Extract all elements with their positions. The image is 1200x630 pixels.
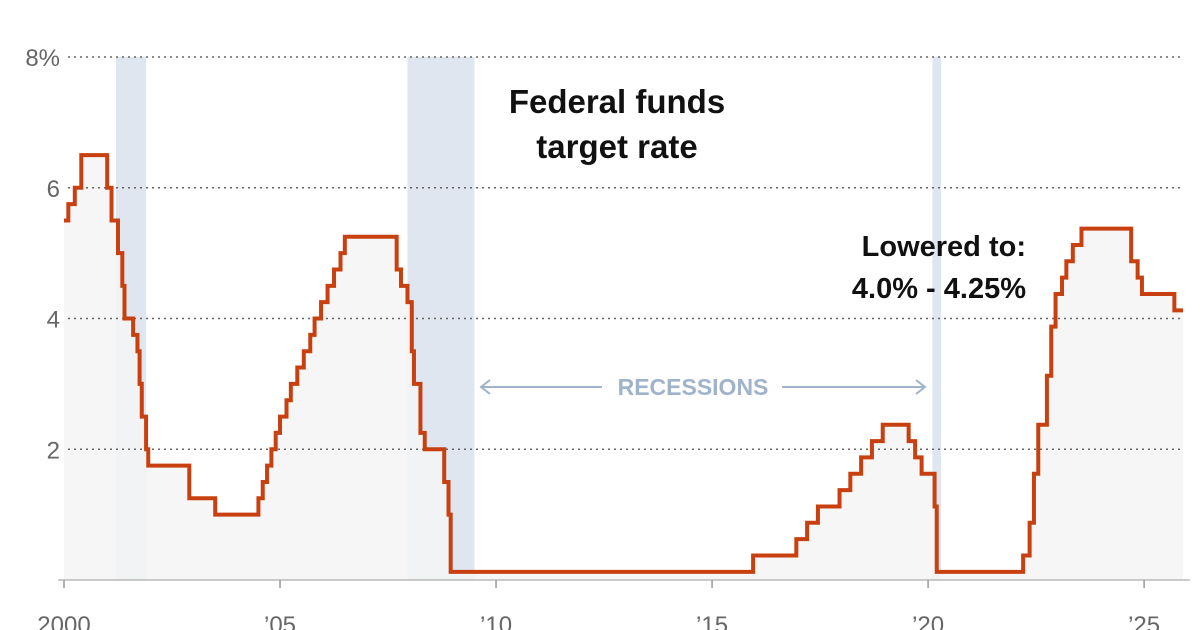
y-axis-tick-labels: 2 4 6 8% <box>25 45 60 464</box>
recession-bands <box>115 57 942 580</box>
recession-band-3 <box>932 57 942 580</box>
x-tick-label: ’05 <box>264 612 296 630</box>
rate-line <box>64 153 1183 574</box>
y-tick-label: 6 <box>47 176 60 203</box>
x-tick-label: ’25 <box>1128 612 1160 630</box>
arrow-right-icon <box>915 379 927 395</box>
x-tick-label: 2000 <box>37 612 90 630</box>
y-tick-label: 4 <box>47 307 60 334</box>
chart-title-line-1: Federal funds <box>509 83 725 120</box>
annotation-line-1: Lowered to: <box>862 231 1026 263</box>
recession-callout: RECESSIONS <box>479 374 927 400</box>
rate-area-fill <box>64 155 1183 580</box>
arrow-left-icon <box>479 379 491 395</box>
recession-label: RECESSIONS <box>618 374 769 400</box>
chart-title-line-2: target rate <box>536 128 697 165</box>
annotation-line-2: 4.0% - 4.25% <box>852 273 1026 305</box>
x-tick-label: ’10 <box>480 612 512 630</box>
x-tick-label: ’20 <box>912 612 944 630</box>
x-axis: 2000 ’05 ’10 ’15 ’20 ’25 <box>37 579 1190 630</box>
x-tick-label: ’15 <box>696 612 728 630</box>
y-tick-label: 8% <box>25 45 60 72</box>
y-tick-label: 2 <box>47 437 60 464</box>
